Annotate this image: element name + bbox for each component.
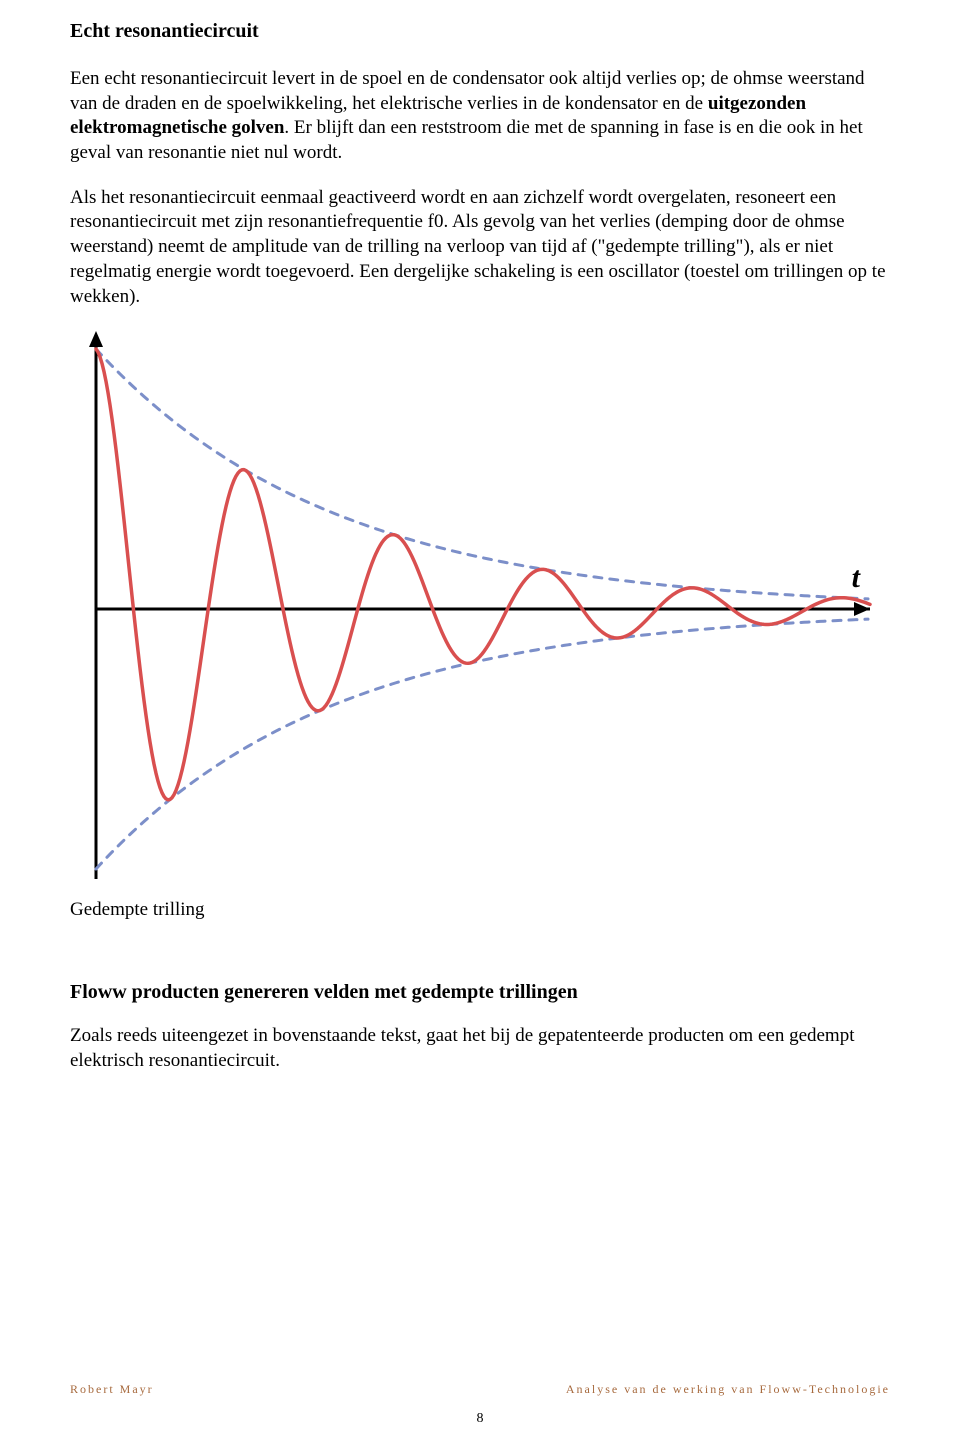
footer-title: Analyse van de werking van Floww-Technol… [566, 1382, 890, 1397]
damped-oscillation-chart: t [70, 329, 890, 889]
footer-author: Robert Mayr [70, 1382, 154, 1397]
page-number: 8 [0, 1411, 960, 1427]
chart-caption: Gedempte trilling [70, 899, 890, 921]
section-heading: Floww producten genereren velden met ged… [70, 981, 890, 1004]
footer: Robert Mayr Analyse van de werking van F… [70, 1382, 890, 1397]
chart-svg: t [70, 329, 890, 889]
page: Echt resonantiecircuit Een echt resonant… [0, 0, 960, 1447]
paragraph-2: Als het resonantiecircuit eenmaal geacti… [70, 186, 890, 309]
page-title: Echt resonantiecircuit [70, 20, 890, 43]
paragraph-3: Zoals reeds uiteengezet in bovenstaande … [70, 1024, 890, 1073]
paragraph-1: Een echt resonantiecircuit levert in de … [70, 67, 890, 166]
